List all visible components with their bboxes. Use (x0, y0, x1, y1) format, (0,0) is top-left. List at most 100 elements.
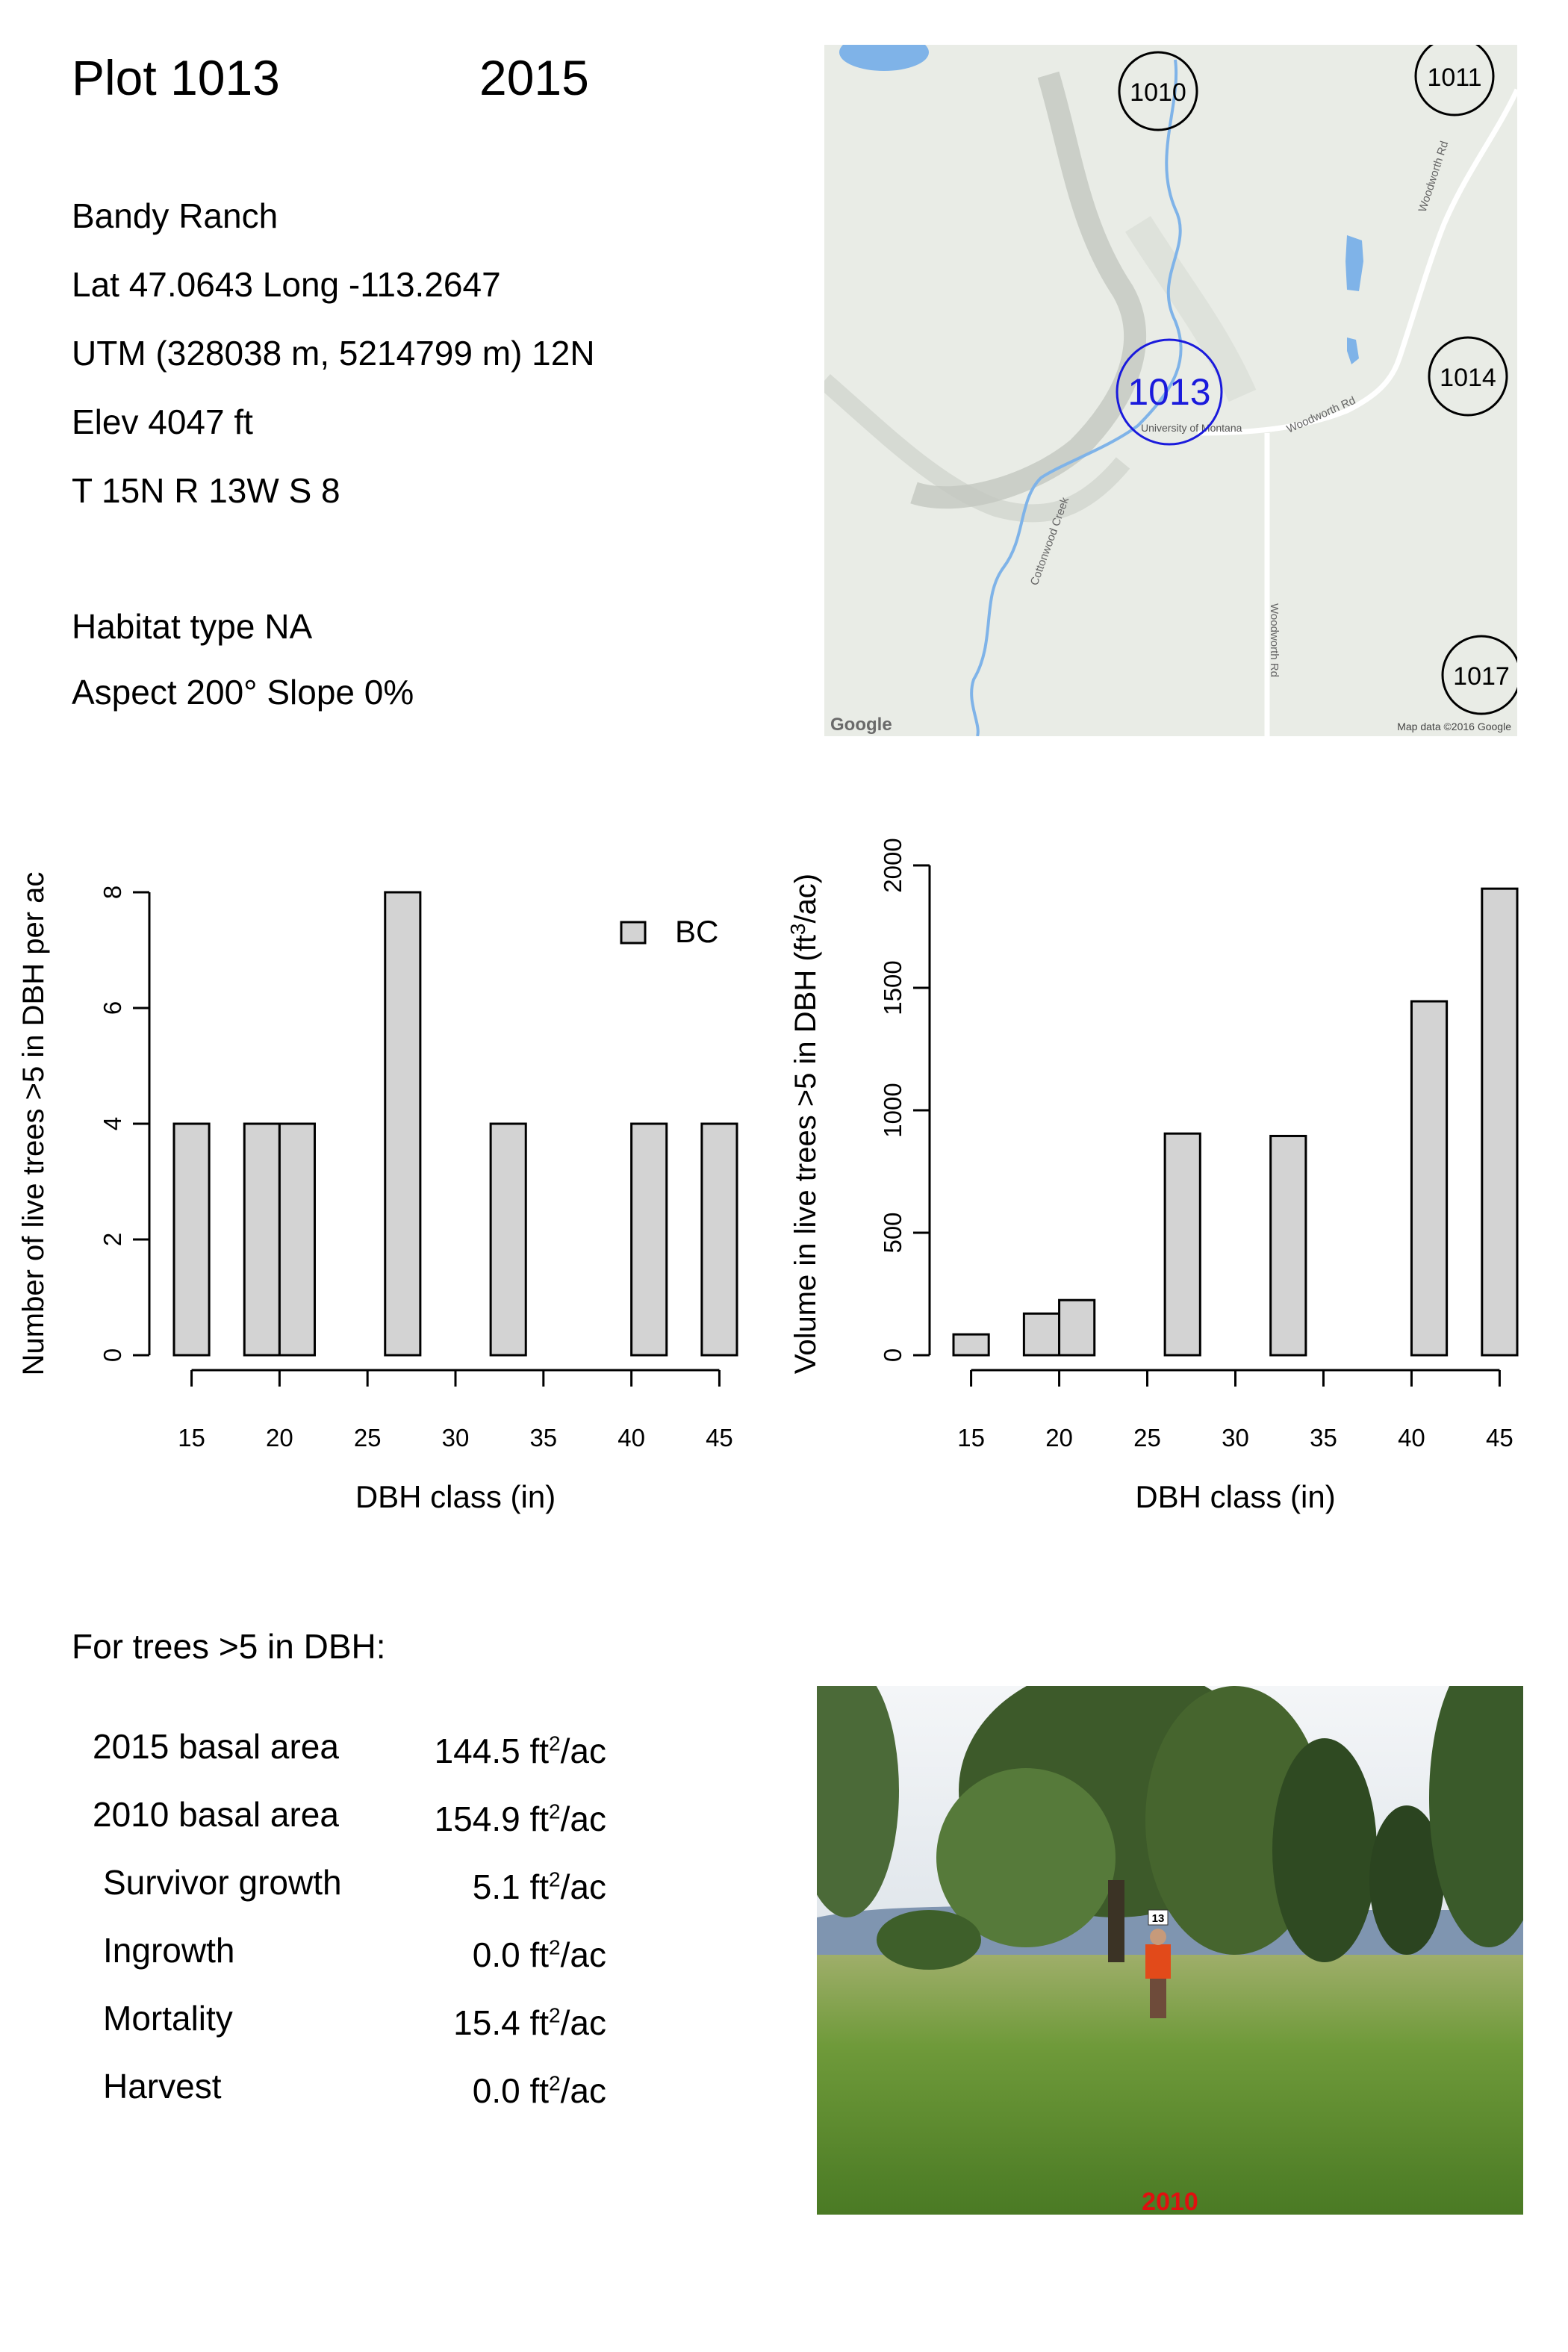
summary-value: 15.4 ft2/ac (453, 2003, 606, 2042)
x-tick-label: 45 (1486, 1424, 1513, 1452)
bar (243, 1122, 281, 1357)
summary-label: 2015 basal area (93, 1727, 339, 1766)
x-tick-label: 40 (1398, 1424, 1425, 1452)
y-axis-label: Number of live trees >5 in DBH per ac (17, 872, 50, 1376)
photo-trees (1429, 1686, 1523, 1947)
plot-marker-label: 1010 (1130, 78, 1186, 107)
bar (1410, 1000, 1449, 1357)
summary-heading: For trees >5 in DBH: (72, 1627, 386, 1666)
bar (1269, 1134, 1307, 1357)
terrain-ridge (824, 373, 1130, 523)
bar (630, 1122, 668, 1357)
bar (384, 891, 422, 1357)
photo-date-stamp: 2010 (1142, 2188, 1198, 2215)
x-tick-label: 30 (442, 1424, 470, 1452)
terrain-ridge (910, 71, 1146, 509)
photo-plot-marker-number: 13 (1152, 1912, 1165, 1925)
place-label: University of Montana (1141, 422, 1242, 434)
x-tick-label: 35 (1310, 1424, 1337, 1452)
photo-person-legs (1150, 1973, 1166, 2018)
y-tick-label: 4 (99, 1117, 126, 1130)
bar (700, 1122, 738, 1357)
plot-marker-1017[interactable]: 1017 (1441, 635, 1517, 715)
x-tick-label: 25 (1133, 1424, 1161, 1452)
y-tick-label: 0 (879, 1348, 906, 1362)
summary-value: 0.0 ft2/ac (472, 2071, 606, 2110)
y-tick-label: 8 (99, 886, 126, 899)
x-axis-label: DBH class (in) (355, 1479, 556, 1514)
lake (839, 45, 929, 71)
bar (1058, 1298, 1096, 1357)
plot-marker-label: 1017 (1453, 662, 1510, 691)
bar (1481, 887, 1519, 1357)
legend-label: BC (675, 914, 718, 949)
road-label: Woodworth Rd (1268, 603, 1281, 677)
photo-person-head (1150, 1929, 1166, 1945)
summary-value: 0.0 ft2/ac (472, 1935, 606, 1974)
photo-trees (817, 1686, 899, 1917)
plot-marker-1014[interactable]: 1014 (1428, 336, 1508, 417)
pond (1345, 235, 1363, 291)
summary-label: 2010 basal area (93, 1795, 339, 1834)
y-tick-label: 6 (99, 1001, 126, 1015)
plot-marker-1013[interactable]: 1013 (1116, 338, 1223, 446)
x-tick-label: 20 (1045, 1424, 1073, 1452)
plot-photo: 13 2010 (817, 1686, 1523, 2215)
legend-swatch (620, 921, 647, 945)
creek-line (970, 59, 1183, 736)
terrain-ridge (1125, 216, 1257, 402)
aspect-slope: Aspect 200° Slope 0% (72, 673, 414, 712)
road (1197, 88, 1517, 436)
photo-trees (936, 1768, 1116, 1947)
plot-year: 2015 (479, 50, 589, 105)
photo-trees (1369, 1805, 1444, 1955)
bar (172, 1122, 211, 1357)
x-tick-label: 35 (529, 1424, 557, 1452)
y-axis-label: Volume in live trees >5 in DBH (ft3/ac) (786, 874, 822, 1374)
y-tick-label: 500 (879, 1212, 906, 1253)
utm-coords: UTM (328038 m, 5214799 m) 12N (72, 334, 595, 373)
location-map: Woodworth Rd Woodworth Rd Woodworth Rd C… (824, 45, 1517, 736)
location-name: Bandy Ranch (72, 196, 279, 235)
habitat-type: Habitat type NA (72, 607, 313, 646)
map-attribution: Map data ©2016 Google (1397, 721, 1511, 732)
photo-person-vest (1145, 1944, 1171, 1979)
pond (1347, 337, 1359, 364)
plot-marker-label: 1013 (1127, 371, 1210, 413)
bar (952, 1333, 990, 1357)
x-tick-label: 15 (957, 1424, 985, 1452)
plot-title: Plot 1013 (72, 50, 280, 105)
y-tick-label: 2000 (879, 838, 906, 892)
chart-tree-count: 0 2 4 6 8 15 20 25 30 35 40 45 DBH class (in) Number … (17, 872, 738, 1514)
y-tick-label: 1000 (879, 1083, 906, 1137)
summary-value: 154.9 ft2/ac (434, 1799, 606, 1838)
summary-label: Mortality (103, 1999, 233, 2038)
plot-marker-1011[interactable]: 1011 (1414, 45, 1495, 116)
bar (1022, 1312, 1061, 1357)
bar (278, 1122, 316, 1357)
x-axis-label: DBH class (in) (1135, 1479, 1335, 1514)
x-tick-label: 30 (1222, 1424, 1249, 1452)
y-tick-label: 2 (99, 1233, 126, 1246)
chart-volume: 0 500 1000 1500 2000 15 20 25 30 35 40 45 DBH class … (786, 838, 1519, 1514)
x-tick-label: 15 (178, 1424, 205, 1452)
y-tick-label: 0 (99, 1348, 126, 1362)
lat-long: Lat 47.0643 Long -113.2647 (72, 265, 501, 304)
x-tick-label: 20 (266, 1424, 293, 1452)
photo-shrub (877, 1910, 981, 1970)
plot-marker-1010[interactable]: 1010 (1118, 51, 1198, 131)
bar (1163, 1132, 1201, 1357)
plot-marker-label: 1014 (1440, 364, 1496, 392)
google-logo: Google (830, 715, 892, 735)
x-tick-label: 45 (706, 1424, 733, 1452)
summary-label: Harvest (103, 2067, 222, 2106)
photo-trunk (1108, 1880, 1124, 1962)
elevation: Elev 4047 ft (72, 402, 253, 441)
summary-label: Survivor growth (103, 1863, 342, 1902)
photo-plot-marker-sign (1148, 1909, 1169, 1926)
photo-grass (817, 1955, 1523, 2215)
map-land (824, 45, 1517, 736)
plot-marker-label: 1011 (1427, 63, 1481, 92)
y-tick-label: 1500 (879, 960, 906, 1015)
x-tick-label: 25 (354, 1424, 382, 1452)
